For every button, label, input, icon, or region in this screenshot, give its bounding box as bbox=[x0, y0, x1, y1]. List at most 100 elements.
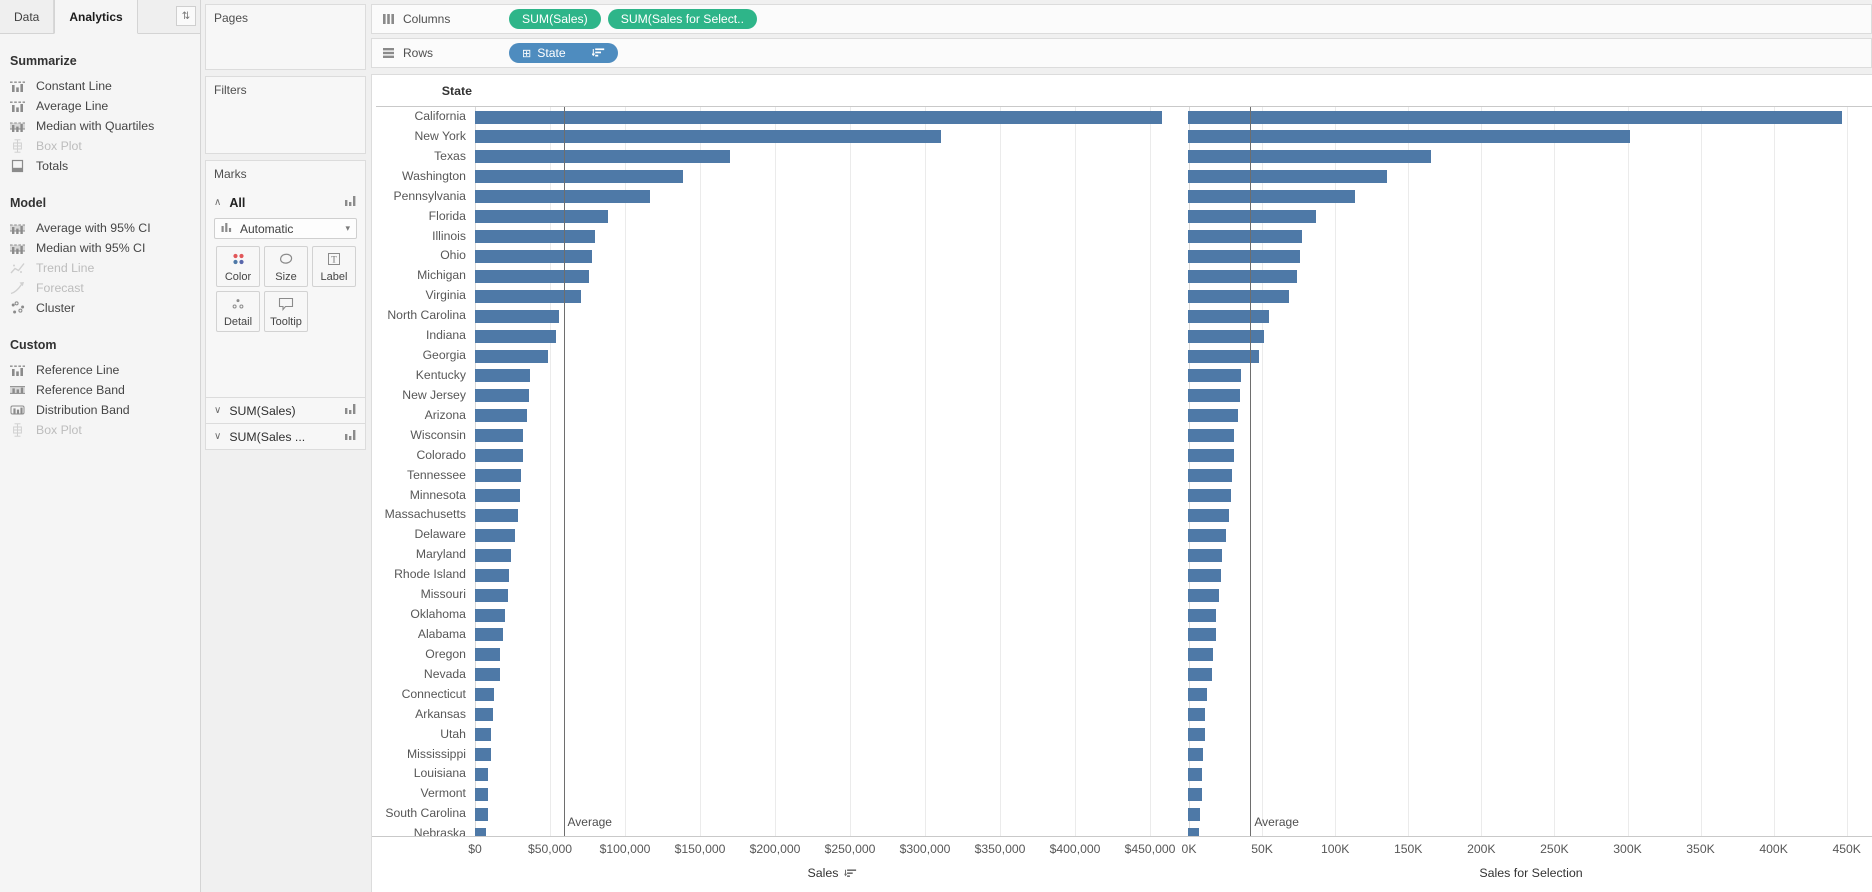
pill-sum-sales-for-selection[interactable]: SUM(Sales for Select.. bbox=[607, 9, 757, 29]
bar-washington[interactable] bbox=[474, 170, 684, 184]
bar-california[interactable] bbox=[474, 110, 1162, 124]
bar-minnesota[interactable] bbox=[1188, 489, 1231, 503]
row-label-minnesota[interactable]: Minnesota bbox=[409, 487, 466, 502]
row-label-new-jersey[interactable]: New Jersey bbox=[402, 387, 466, 402]
analytics-item-cluster[interactable]: Cluster bbox=[0, 298, 200, 318]
mark-type-dropdown[interactable]: Automatic ▾ bbox=[214, 218, 357, 239]
bar-delaware[interactable] bbox=[1188, 528, 1227, 542]
row-label-massachusetts[interactable]: Massachusetts bbox=[384, 507, 466, 522]
bar-oregon[interactable] bbox=[474, 648, 501, 662]
row-label-ohio[interactable]: Ohio bbox=[440, 248, 466, 263]
bar-new-jersey[interactable] bbox=[474, 389, 529, 403]
row-label-south-carolina[interactable]: South Carolina bbox=[385, 806, 466, 821]
bar-rhode-island[interactable] bbox=[474, 568, 510, 582]
bar-mississippi[interactable] bbox=[474, 748, 492, 761]
bar-michigan[interactable] bbox=[1188, 269, 1297, 283]
bar-indiana[interactable] bbox=[474, 329, 556, 343]
pill-sum-sales[interactable]: SUM(Sales) bbox=[509, 9, 601, 29]
columns-shelf[interactable]: Columns SUM(Sales) SUM(Sales for Select.… bbox=[371, 4, 1872, 34]
bar-massachusetts[interactable] bbox=[1188, 508, 1230, 522]
bar-missouri[interactable] bbox=[1188, 588, 1220, 602]
analytics-item-totals[interactable]: Totals bbox=[0, 156, 200, 176]
bar-colorado[interactable] bbox=[474, 449, 523, 463]
row-label-washington[interactable]: Washington bbox=[402, 168, 466, 183]
bar-texas[interactable] bbox=[474, 150, 730, 164]
analytics-item-average-line[interactable]: Average Line bbox=[0, 96, 200, 116]
bar-kentucky[interactable] bbox=[474, 369, 531, 383]
bar-washington[interactable] bbox=[1188, 170, 1388, 184]
expand-chevron-icon[interactable]: ∨ bbox=[214, 431, 222, 442]
bar-nebraska[interactable] bbox=[1188, 827, 1199, 837]
bar-wisconsin[interactable] bbox=[1188, 429, 1234, 443]
rows-shelf[interactable]: Rows ⊞ State bbox=[371, 38, 1872, 68]
pages-shelf[interactable]: Pages bbox=[205, 4, 366, 70]
detail-button[interactable]: Detail bbox=[216, 291, 260, 332]
row-label-tennessee[interactable]: Tennessee bbox=[406, 467, 466, 482]
marks-subcard-sum-sales[interactable]: ∨ SUM(Sales) bbox=[206, 397, 365, 423]
row-label-oklahoma[interactable]: Oklahoma bbox=[410, 607, 466, 622]
bar-illinois[interactable] bbox=[474, 230, 595, 244]
analytics-item-distribution-band[interactable]: Distribution Band bbox=[0, 400, 200, 420]
analytics-item-constant-line[interactable]: Constant Line bbox=[0, 76, 200, 96]
bar-north-carolina[interactable] bbox=[1188, 309, 1269, 323]
bar-wisconsin[interactable] bbox=[474, 429, 523, 443]
row-label-illinois[interactable]: Illinois bbox=[432, 228, 466, 243]
bar-north-carolina[interactable] bbox=[474, 309, 559, 323]
row-label-new-york[interactable]: New York bbox=[414, 128, 466, 143]
bar-utah[interactable] bbox=[474, 728, 492, 742]
bar-louisiana[interactable] bbox=[1188, 767, 1202, 781]
row-label-pennsylvania[interactable]: Pennsylvania bbox=[393, 188, 466, 203]
bar-florida[interactable] bbox=[1188, 210, 1316, 224]
bar-nevada[interactable] bbox=[1188, 668, 1212, 682]
bar-nebraska[interactable] bbox=[474, 827, 487, 837]
bar-georgia[interactable] bbox=[1188, 349, 1259, 363]
row-label-nevada[interactable]: Nevada bbox=[423, 666, 466, 681]
row-label-nebraska[interactable]: Nebraska bbox=[413, 826, 466, 837]
row-label-louisiana[interactable]: Louisiana bbox=[413, 766, 466, 781]
sort-descending-icon[interactable] bbox=[591, 48, 605, 58]
bar-georgia[interactable] bbox=[474, 349, 549, 363]
analytics-item-reference-band[interactable]: Reference Band bbox=[0, 380, 200, 400]
tab-analytics[interactable]: Analytics bbox=[54, 0, 138, 34]
expand-chevron-icon[interactable]: ∨ bbox=[214, 405, 222, 416]
bar-arizona[interactable] bbox=[474, 409, 528, 423]
bar-new-york[interactable] bbox=[474, 130, 942, 144]
row-label-california[interactable]: California bbox=[414, 109, 466, 123]
bar-arkansas[interactable] bbox=[1188, 708, 1205, 722]
bar-new-york[interactable] bbox=[1188, 130, 1630, 144]
bar-tennessee[interactable] bbox=[474, 469, 522, 483]
row-label-north-carolina[interactable]: North Carolina bbox=[387, 308, 466, 323]
bar-connecticut[interactable] bbox=[474, 688, 495, 702]
average-reference-line[interactable] bbox=[1250, 107, 1252, 836]
bar-texas[interactable] bbox=[1188, 150, 1432, 164]
analytics-item-reference-line[interactable]: Reference Line bbox=[0, 360, 200, 380]
row-label-michigan[interactable]: Michigan bbox=[417, 268, 466, 283]
row-label-florida[interactable]: Florida bbox=[428, 208, 466, 223]
bar-new-jersey[interactable] bbox=[1188, 389, 1240, 403]
row-header[interactable]: State bbox=[441, 84, 472, 98]
bar-oklahoma[interactable] bbox=[474, 608, 505, 622]
bar-arkansas[interactable] bbox=[474, 708, 493, 722]
bar-alabama[interactable] bbox=[1188, 628, 1217, 642]
row-label-kentucky[interactable]: Kentucky bbox=[415, 367, 466, 382]
row-label-colorado[interactable]: Colorado bbox=[416, 447, 466, 462]
bar-ohio[interactable] bbox=[1188, 249, 1300, 263]
bar-oregon[interactable] bbox=[1188, 648, 1214, 662]
bar-pennsylvania[interactable] bbox=[1188, 190, 1356, 204]
bar-louisiana[interactable] bbox=[474, 767, 489, 781]
analytics-item-average-with-95-ci[interactable]: Average with 95% CI bbox=[0, 218, 200, 238]
marks-subcard-sum-sales-selection[interactable]: ∨ SUM(Sales ... bbox=[206, 423, 365, 449]
row-label-delaware[interactable]: Delaware bbox=[414, 527, 466, 542]
row-label-connecticut[interactable]: Connecticut bbox=[401, 686, 466, 701]
bar-michigan[interactable] bbox=[474, 269, 589, 283]
row-label-rhode-island[interactable]: Rhode Island bbox=[394, 567, 466, 582]
bar-oklahoma[interactable] bbox=[1188, 608, 1217, 622]
bar-maryland[interactable] bbox=[474, 548, 511, 562]
row-label-texas[interactable]: Texas bbox=[434, 148, 466, 163]
bar-vermont[interactable] bbox=[1188, 787, 1202, 801]
bar-minnesota[interactable] bbox=[474, 489, 520, 503]
pill-state[interactable]: ⊞ State bbox=[509, 43, 618, 63]
row-label-mississippi[interactable]: Mississippi bbox=[407, 746, 466, 761]
row-label-wisconsin[interactable]: Wisconsin bbox=[410, 427, 466, 442]
bar-alabama[interactable] bbox=[474, 628, 504, 642]
